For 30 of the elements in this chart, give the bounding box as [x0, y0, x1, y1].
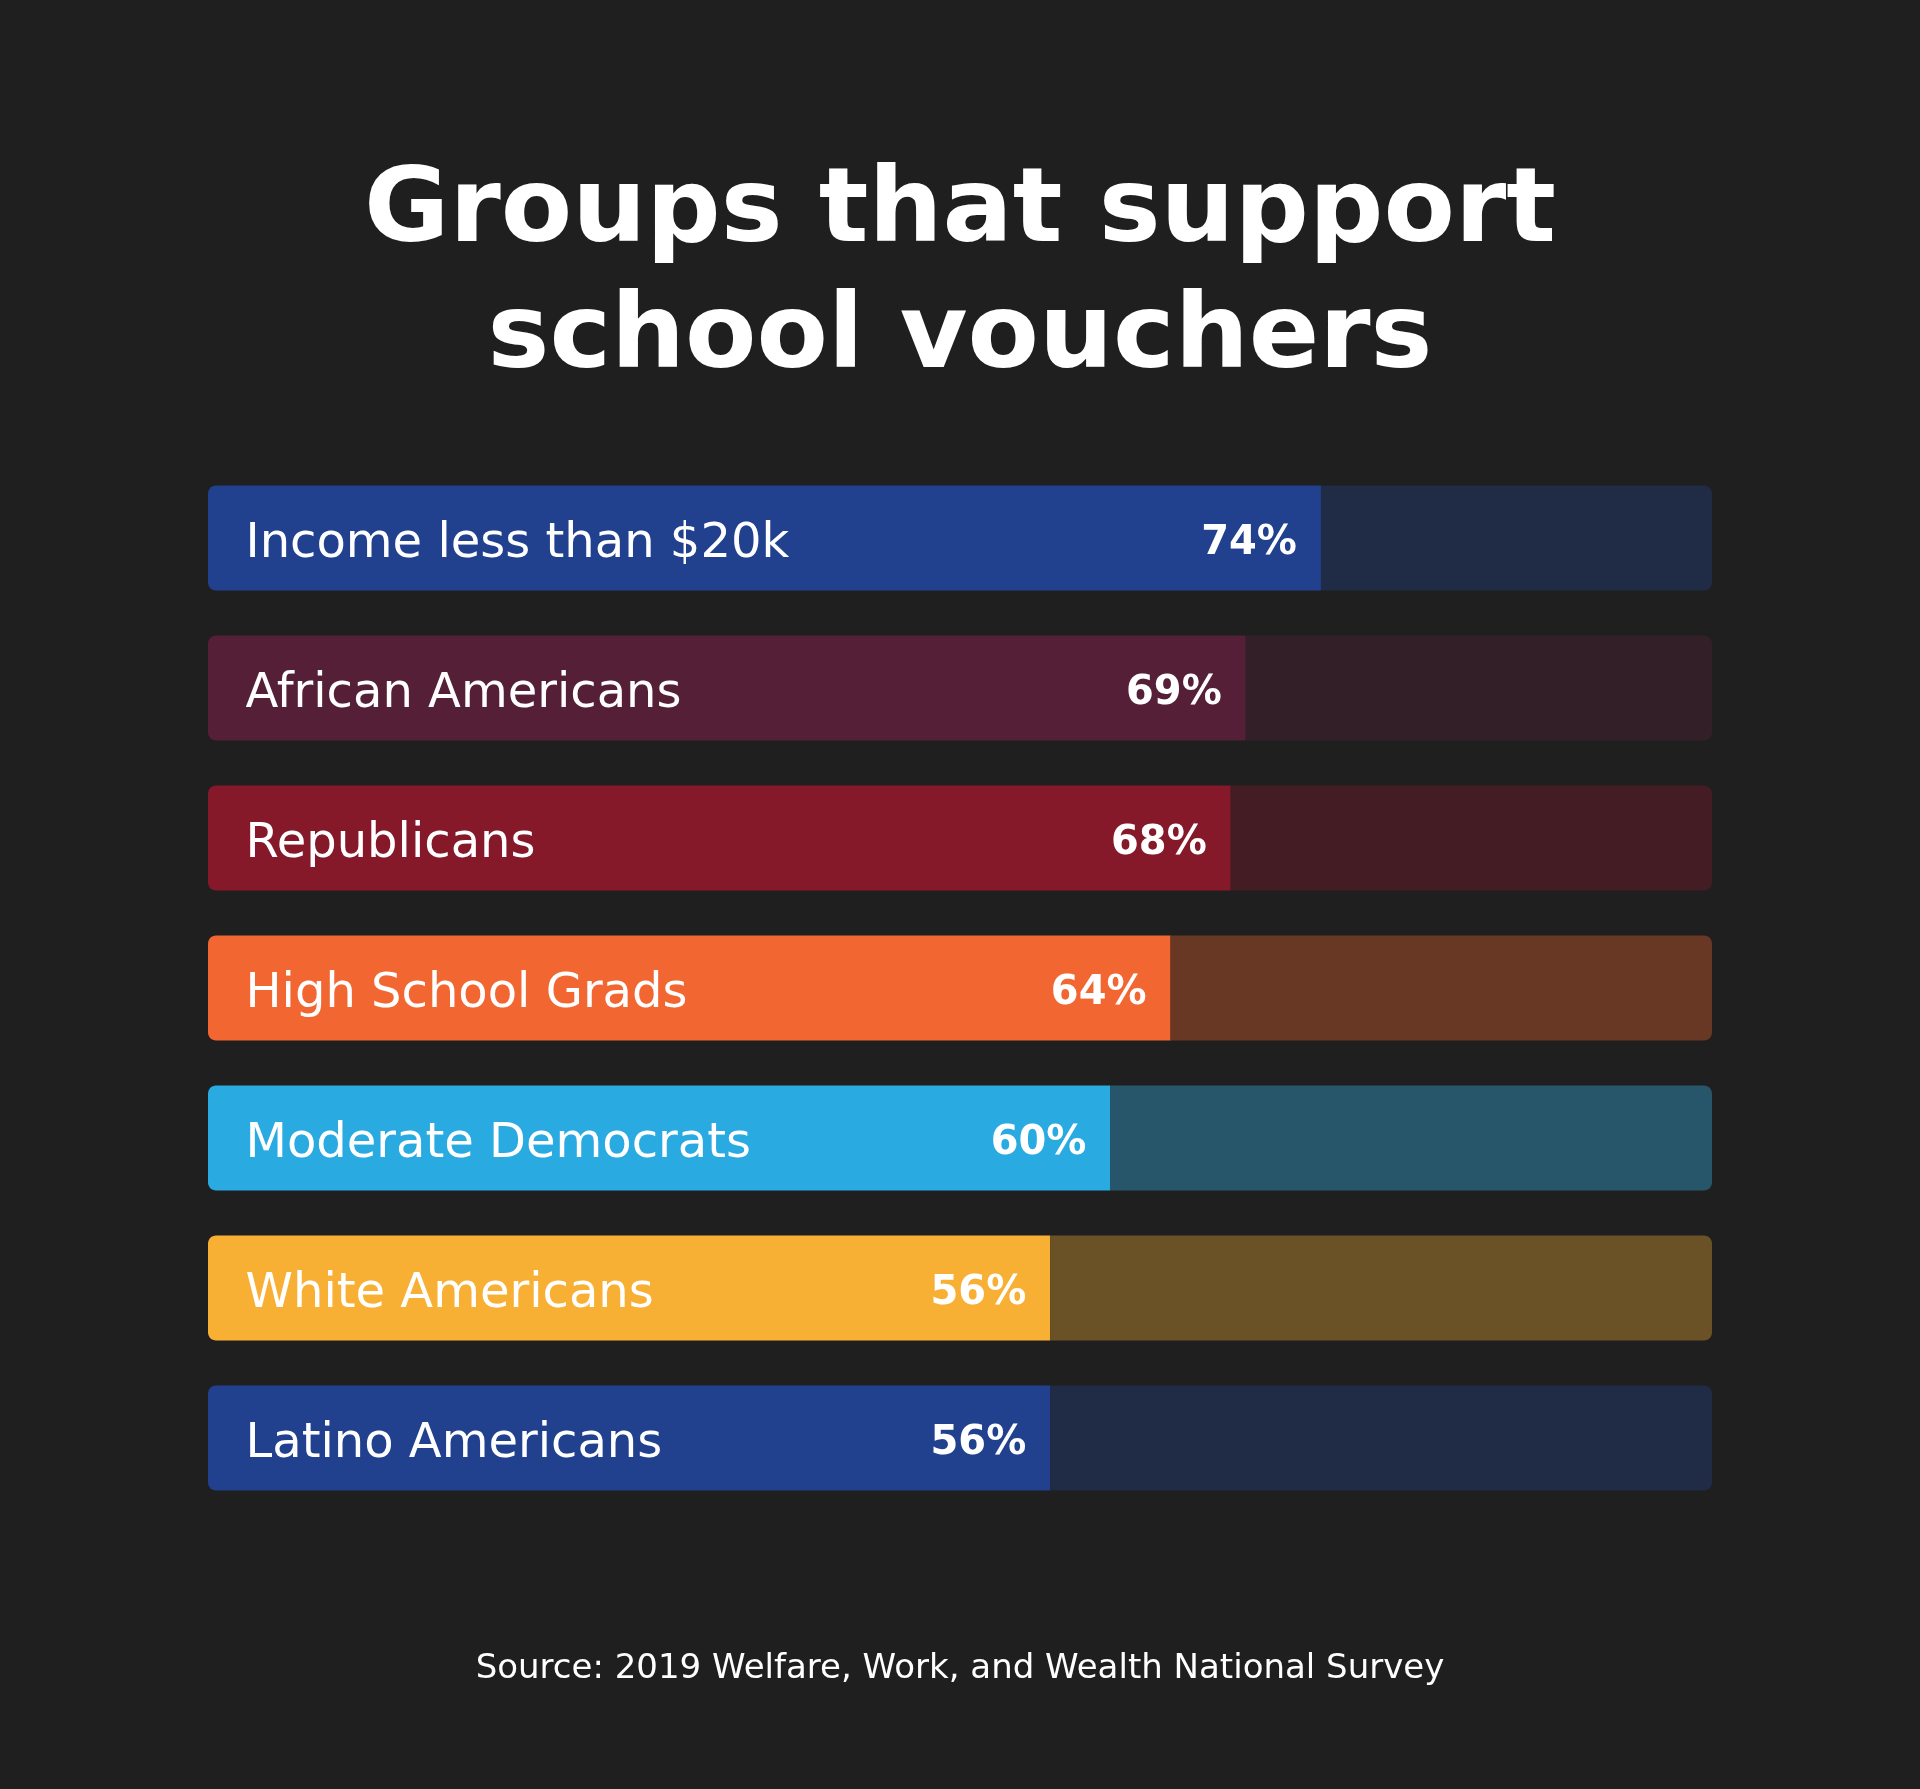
bar [1050, 1385, 1712, 1491]
y-tick-label: Moderate Democrats [245, 1112, 752, 1168]
bar [208, 1235, 1051, 1341]
data-label: 74% [1201, 517, 1297, 563]
bar [208, 785, 1231, 891]
bar [1245, 635, 1712, 741]
y-tick-label: Latino Americans [245, 1412, 663, 1468]
y-tick-label: High School Grads [245, 962, 688, 1018]
bar [208, 1385, 1051, 1491]
y-tick-label: Republicans [245, 812, 536, 868]
bar [1230, 785, 1712, 891]
y-tick-label: Income less than $20k [245, 512, 790, 568]
data-label: 69% [1126, 667, 1222, 713]
bar [208, 1085, 1111, 1191]
bar [1170, 935, 1712, 1041]
chart-title: Groups that support school vouchers [364, 144, 1556, 392]
data-label: 64% [1050, 967, 1147, 1013]
data-label: 56% [930, 1267, 1027, 1313]
bar [1320, 485, 1712, 591]
data-label: 68% [1110, 817, 1207, 863]
bar [1110, 1085, 1712, 1191]
data-label: 56% [930, 1417, 1027, 1463]
y-tick-label: African Americans [245, 662, 682, 718]
bar [208, 935, 1171, 1041]
source-note: Source: 2019 Welfare, Work, and Wealth National Survey [475, 1646, 1445, 1686]
bar [208, 635, 1246, 741]
bar [1050, 1235, 1712, 1341]
data-label: 60% [990, 1117, 1087, 1163]
bar [208, 485, 1321, 591]
y-tick-label: White Americans [245, 1262, 654, 1318]
